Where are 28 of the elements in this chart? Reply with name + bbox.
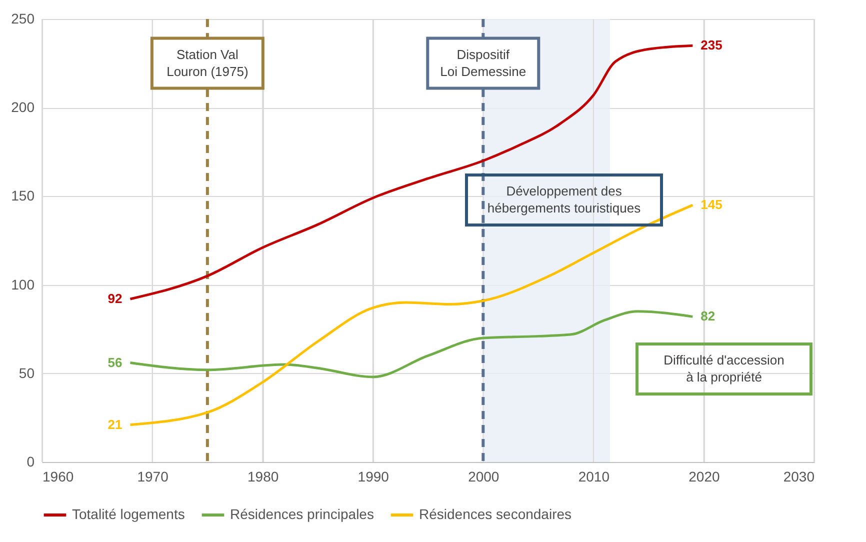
line-series: [128, 44, 694, 300]
y-tick-label: 0: [26, 454, 35, 470]
y-tick-label: 100: [11, 276, 35, 292]
legend-label: Résidences principales: [230, 506, 374, 522]
annotation: Difficulté d'accession à la propriété: [664, 352, 784, 384]
y-tick-label: 50: [18, 364, 35, 381]
x-tick-label: 2010: [578, 468, 610, 484]
data-label: 82: [700, 308, 716, 324]
data-label: 235: [700, 38, 722, 53]
data-label: 21: [108, 416, 122, 432]
x-tick-label: 1990: [358, 468, 390, 484]
x-tick-label: 1980: [247, 468, 279, 484]
y-tick-label: 150: [11, 188, 35, 204]
x-tick-label: 1970: [137, 468, 169, 484]
data-label: 92: [108, 290, 122, 306]
legend-label: Totalité logements: [72, 506, 185, 522]
annotation: Développement des hébergements touristiques: [487, 184, 642, 216]
x-tick-label: 1960: [42, 468, 74, 484]
ref-line-label: Dispositif Loi Demessine: [440, 46, 526, 79]
data-label: 145: [700, 197, 722, 212]
legend-label: Résidences secondaires: [419, 506, 572, 522]
x-tick-label: 2000: [468, 468, 500, 484]
y-tick-label: 250: [11, 10, 35, 26]
y-tick-label: 200: [11, 99, 35, 116]
x-tick-label: 2020: [688, 468, 720, 484]
ref-line-label: Station Val Louron (1975): [166, 46, 248, 79]
x-tick-label: 2030: [783, 468, 815, 484]
data-label: 56: [108, 354, 122, 370]
